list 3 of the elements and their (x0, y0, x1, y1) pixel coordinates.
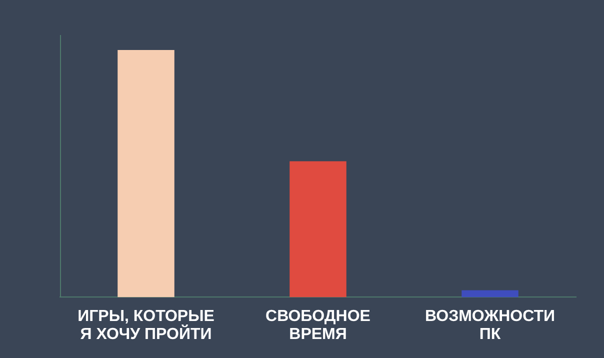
x-tick-label: СВОБОДНОЕ ВРЕМЯ (266, 308, 371, 344)
x-tick-label: ИГРЫ, КОТОРЫЕ Я ХОЧУ ПРОЙТИ (78, 308, 215, 344)
x-tick-label: ВОЗМОЖНОСТИ ПК (424, 308, 556, 344)
